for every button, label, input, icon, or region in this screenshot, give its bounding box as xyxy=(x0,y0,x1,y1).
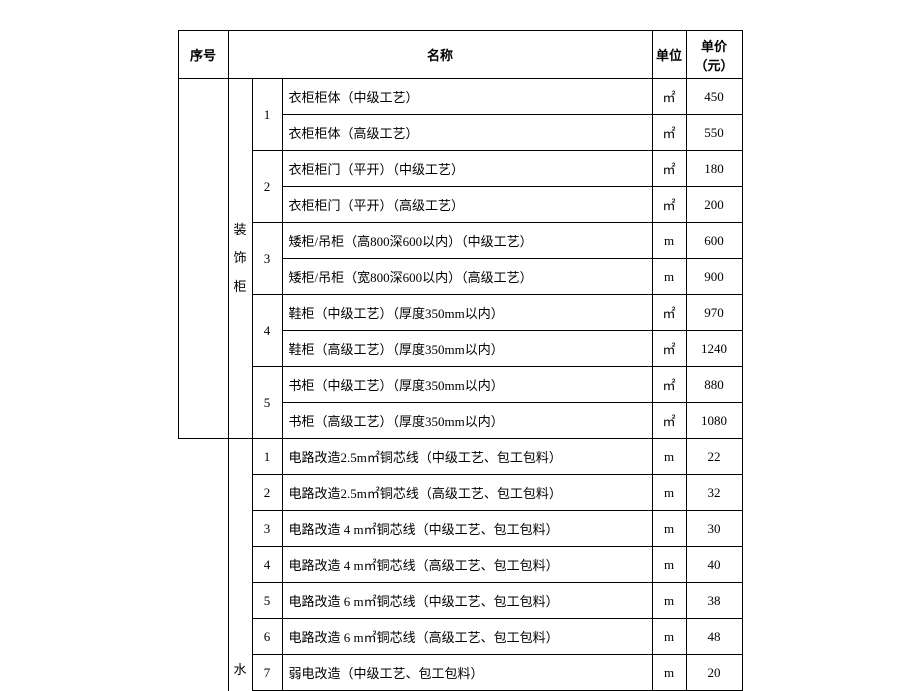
seq-blank xyxy=(178,79,228,439)
item-name: 衣柜柜门（平开）（中级工艺） xyxy=(282,151,652,187)
item-price: 20 xyxy=(686,655,742,691)
item-price: 900 xyxy=(686,259,742,295)
header-price: 单价（元） xyxy=(686,31,742,79)
category-cell: 水 xyxy=(228,439,252,691)
table-row: 6 电路改造 6 m㎡铜芯线（高级工艺、包工包料） m 48 xyxy=(178,619,742,655)
item-name: 矮柜/吊柜（高800深600以内）（中级工艺） xyxy=(282,223,652,259)
item-unit: ㎡ xyxy=(652,367,686,403)
table-row: 装饰柜 1 衣柜柜体（中级工艺） ㎡ 450 xyxy=(178,79,742,115)
group-num: 1 xyxy=(252,79,282,151)
table-row: 7 弱电改造（中级工艺、包工包料） m 20 xyxy=(178,655,742,691)
item-unit: m xyxy=(652,655,686,691)
group-num: 3 xyxy=(252,223,282,295)
item-name: 电路改造2.5m㎡铜芯线（中级工艺、包工包料） xyxy=(282,439,652,475)
table-row: 水 1 电路改造2.5m㎡铜芯线（中级工艺、包工包料） m 22 xyxy=(178,439,742,475)
header-name: 名称 xyxy=(228,31,652,79)
item-unit: ㎡ xyxy=(652,295,686,331)
item-unit: m xyxy=(652,439,686,475)
item-name: 电路改造 4 m㎡铜芯线（高级工艺、包工包料） xyxy=(282,547,652,583)
item-price: 30 xyxy=(686,511,742,547)
item-unit: ㎡ xyxy=(652,403,686,439)
item-price: 200 xyxy=(686,187,742,223)
item-name: 衣柜柜体（中级工艺） xyxy=(282,79,652,115)
item-unit: ㎡ xyxy=(652,115,686,151)
item-price: 970 xyxy=(686,295,742,331)
item-unit: ㎡ xyxy=(652,331,686,367)
item-unit: ㎡ xyxy=(652,79,686,115)
item-unit: ㎡ xyxy=(652,151,686,187)
header-row: 序号 名称 单位 单价（元） xyxy=(178,31,742,79)
item-price: 32 xyxy=(686,475,742,511)
table-row: 4 电路改造 4 m㎡铜芯线（高级工艺、包工包料） m 40 xyxy=(178,547,742,583)
item-unit: m xyxy=(652,547,686,583)
price-table: 序号 名称 单位 单价（元） 装饰柜 1 衣柜柜体（中级工艺） ㎡ 450 衣柜… xyxy=(178,30,743,691)
row-num: 5 xyxy=(252,583,282,619)
item-name: 电路改造 6 m㎡铜芯线（中级工艺、包工包料） xyxy=(282,583,652,619)
table-row: 2 衣柜柜门（平开）（中级工艺） ㎡ 180 xyxy=(178,151,742,187)
item-name: 鞋柜（高级工艺）（厚度350mm以内） xyxy=(282,331,652,367)
item-price: 450 xyxy=(686,79,742,115)
item-unit: m xyxy=(652,511,686,547)
row-num: 1 xyxy=(252,439,282,475)
item-name: 衣柜柜体（高级工艺） xyxy=(282,115,652,151)
item-name: 书柜（高级工艺）（厚度350mm以内） xyxy=(282,403,652,439)
group-num: 2 xyxy=(252,151,282,223)
row-num: 2 xyxy=(252,475,282,511)
item-unit: m xyxy=(652,475,686,511)
category-cell: 装饰柜 xyxy=(228,79,252,439)
item-price: 1240 xyxy=(686,331,742,367)
row-num: 7 xyxy=(252,655,282,691)
row-num: 3 xyxy=(252,511,282,547)
item-unit: m xyxy=(652,259,686,295)
item-price: 38 xyxy=(686,583,742,619)
item-price: 22 xyxy=(686,439,742,475)
item-price: 600 xyxy=(686,223,742,259)
table-row: 4 鞋柜（中级工艺）（厚度350mm以内） ㎡ 970 xyxy=(178,295,742,331)
item-price: 40 xyxy=(686,547,742,583)
group-num: 4 xyxy=(252,295,282,367)
item-price: 880 xyxy=(686,367,742,403)
table-row: 2 电路改造2.5m㎡铜芯线（高级工艺、包工包料） m 32 xyxy=(178,475,742,511)
item-name: 矮柜/吊柜（宽800深600以内）（高级工艺） xyxy=(282,259,652,295)
item-name: 衣柜柜门（平开）（高级工艺） xyxy=(282,187,652,223)
item-unit: m xyxy=(652,619,686,655)
item-name: 弱电改造（中级工艺、包工包料） xyxy=(282,655,652,691)
table-row: 3 电路改造 4 m㎡铜芯线（中级工艺、包工包料） m 30 xyxy=(178,511,742,547)
item-name: 书柜（中级工艺）（厚度350mm以内） xyxy=(282,367,652,403)
item-unit: ㎡ xyxy=(652,187,686,223)
item-price: 1080 xyxy=(686,403,742,439)
item-price: 48 xyxy=(686,619,742,655)
table-row: 3 矮柜/吊柜（高800深600以内）（中级工艺） m 600 xyxy=(178,223,742,259)
item-name: 电路改造 6 m㎡铜芯线（高级工艺、包工包料） xyxy=(282,619,652,655)
item-unit: m xyxy=(652,583,686,619)
seq-blank xyxy=(178,439,228,691)
item-name: 电路改造2.5m㎡铜芯线（高级工艺、包工包料） xyxy=(282,475,652,511)
header-unit: 单位 xyxy=(652,31,686,79)
item-price: 550 xyxy=(686,115,742,151)
table-row: 5 电路改造 6 m㎡铜芯线（中级工艺、包工包料） m 38 xyxy=(178,583,742,619)
row-num: 6 xyxy=(252,619,282,655)
item-price: 180 xyxy=(686,151,742,187)
row-num: 4 xyxy=(252,547,282,583)
item-name: 鞋柜（中级工艺）（厚度350mm以内） xyxy=(282,295,652,331)
header-seq: 序号 xyxy=(178,31,228,79)
table-row: 5 书柜（中级工艺）（厚度350mm以内） ㎡ 880 xyxy=(178,367,742,403)
item-unit: m xyxy=(652,223,686,259)
item-name: 电路改造 4 m㎡铜芯线（中级工艺、包工包料） xyxy=(282,511,652,547)
group-num: 5 xyxy=(252,367,282,439)
